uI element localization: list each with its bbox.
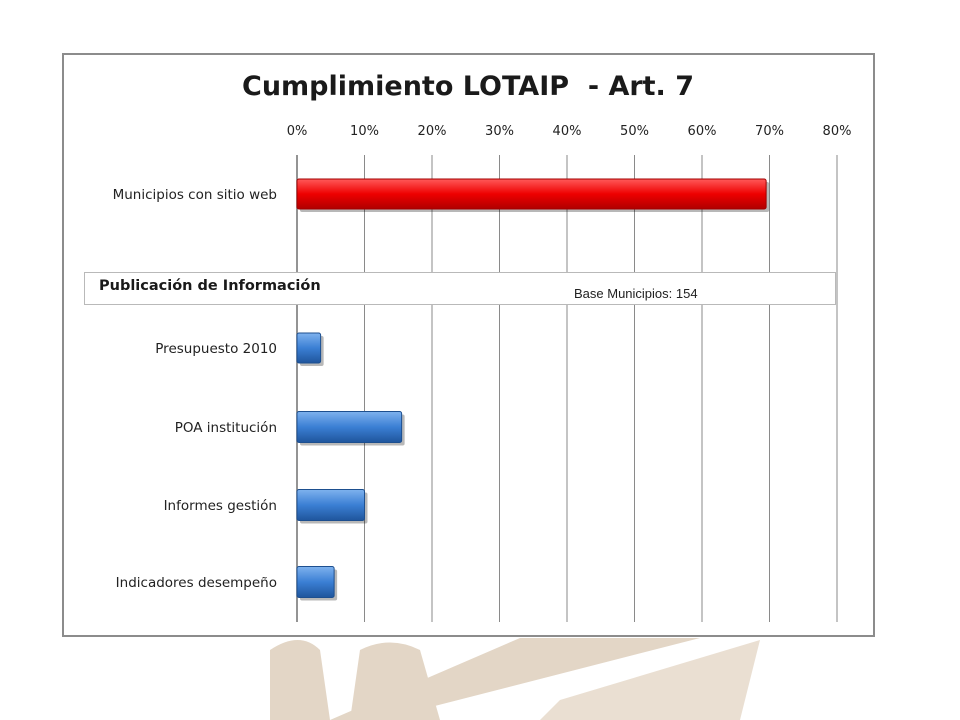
category-label: Indicadores desempeño bbox=[116, 575, 277, 591]
x-tick-label: 0% bbox=[287, 124, 308, 139]
chart-title: Cumplimiento LOTAIP - Art. 7 bbox=[242, 71, 694, 102]
x-tick-label: 30% bbox=[485, 124, 514, 139]
x-tick-label: 70% bbox=[755, 124, 784, 139]
section-header-box: Publicación de Información Base Municipi… bbox=[84, 272, 836, 305]
category-label: Municipios con sitio web bbox=[113, 187, 277, 203]
bar bbox=[296, 411, 403, 443]
bar bbox=[296, 489, 365, 521]
chart-frame bbox=[62, 53, 875, 637]
x-tick-label: 20% bbox=[418, 124, 447, 139]
category-label: Informes gestión bbox=[164, 498, 277, 514]
category-label: Presupuesto 2010 bbox=[155, 341, 277, 357]
category-label: POA institución bbox=[175, 420, 277, 436]
base-note: Base Municipios: 154 bbox=[574, 286, 698, 301]
x-tick-label: 40% bbox=[553, 124, 582, 139]
bar bbox=[296, 178, 767, 210]
x-tick-label: 60% bbox=[688, 124, 717, 139]
x-tick-label: 10% bbox=[350, 124, 379, 139]
section-title: Publicación de Información bbox=[99, 278, 321, 294]
bar bbox=[296, 332, 322, 364]
x-tick-label: 80% bbox=[823, 124, 852, 139]
x-tick-label: 50% bbox=[620, 124, 649, 139]
bar bbox=[296, 566, 335, 598]
